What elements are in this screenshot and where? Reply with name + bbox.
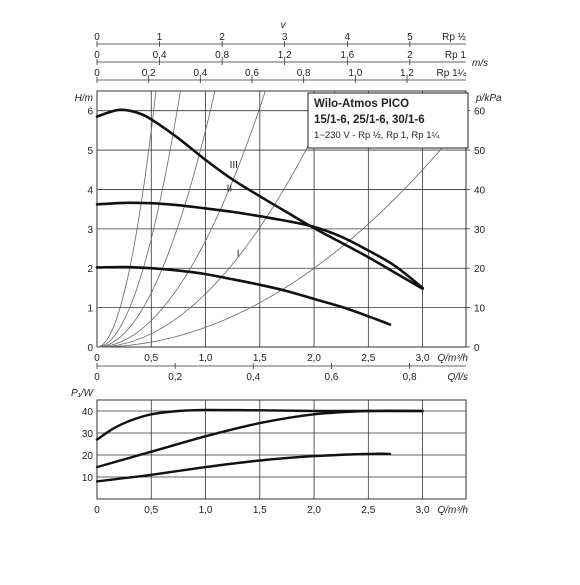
system-curve [97, 90, 266, 348]
upper-x-tick-label: 0,5 [144, 353, 158, 364]
pressure-tick-label: 50 [474, 146, 486, 157]
top-scale-tick-label: 0,6 [245, 68, 259, 79]
lower-x-tick-label: 1,5 [253, 505, 267, 516]
pump-curves [95, 108, 424, 483]
lower-y-tick-label: 40 [82, 407, 94, 418]
tick-labels: 0 1 2 3 4 5 Rp ½ v 0 0,4 0,8 1,2 1,6 2 Rp 1 m/s 0 0,2 0,4 0… [82, 20, 488, 516]
pressure-tick-label: 20 [474, 264, 486, 275]
top-scale-tick-label: 5 [407, 32, 413, 43]
pressure-axis-label: p/kPa [475, 93, 502, 104]
flow-ls-axis-label: Q/l/s [447, 372, 468, 383]
lower-x-tick-label: 2,5 [361, 505, 375, 516]
top-scale-tick-label: 1,2 [278, 50, 292, 61]
flow-axis-label-lower: Q/m³/h [437, 505, 468, 516]
top-scale-unit: Rp 1 [445, 50, 467, 61]
top-scale-tick-label: 1,2 [400, 68, 414, 79]
upper-y-tick-label: 3 [87, 225, 93, 236]
upper-y-tick-label: 6 [87, 107, 93, 118]
top-scale-unit: Rp ½ [442, 32, 467, 43]
head-axis-label: H/m [75, 93, 93, 104]
upper-x-tick-label: 3,0 [416, 353, 430, 364]
head-curve-label: III [230, 160, 238, 171]
top-scale-tick-label: 0,4 [193, 68, 207, 79]
upper-x-tick-label: 1,0 [199, 353, 213, 364]
upper-x-tick-label: 2,0 [307, 353, 321, 364]
lower-x-tick-label: 3,0 [416, 505, 430, 516]
top-scale-tick-label: 0,8 [297, 68, 311, 79]
system-curve [97, 90, 336, 348]
flow-ls-tick-label: 0,2 [168, 372, 182, 383]
pump-power-spec: 1~230 V - Rp ½, Rp 1, Rp 1¼ [314, 130, 440, 141]
head-curve-ii [95, 201, 424, 290]
system-curve [96, 90, 157, 348]
power-curve-i [95, 452, 392, 483]
top-scale-unit: Rp 1¼ [437, 67, 467, 79]
lower-y-tick-label: 30 [82, 429, 94, 440]
velocity-unit: m/s [472, 58, 488, 69]
pressure-tick-label: 60 [474, 107, 486, 118]
pressure-tick-label: 10 [474, 304, 486, 315]
top-scale-tick-label: 1 [157, 32, 163, 43]
upper-x-tick-label: 2,5 [361, 353, 375, 364]
top-scale-tick-label: 1,6 [340, 50, 354, 61]
pressure-tick-label: 30 [474, 225, 486, 236]
pump-model-variants: 15/1-6, 25/1-6, 30/1-6 [314, 114, 425, 126]
upper-y-tick-label: 4 [87, 185, 93, 196]
flow-ls-tick-label: 0 [94, 372, 100, 383]
top-scale-tick-label: 0 [94, 50, 100, 61]
flow-axis-label-upper: Q/m³/h [437, 353, 468, 364]
top-scale-tick-label: 0,2 [142, 68, 156, 79]
lower-x-tick-label: 1,0 [199, 505, 213, 516]
system-curve [96, 90, 216, 348]
top-scale-tick-label: 0,8 [215, 50, 229, 61]
head-curve-i [95, 265, 392, 326]
pressure-tick-label: 0 [474, 343, 480, 354]
legend-box [307, 92, 469, 149]
pressure-tick-label: 40 [474, 185, 486, 196]
upper-y-tick-label: 5 [87, 146, 93, 157]
power-axis-label: P₁/W [71, 388, 95, 399]
lower-x-tick-label: 2,0 [307, 505, 321, 516]
upper-y-tick-label: 0 [87, 343, 93, 354]
head-curve-label: I [237, 248, 240, 259]
velocity-symbol: v [281, 20, 287, 31]
head-curve-iii [95, 108, 424, 290]
top-scale-tick-label: 1,0 [348, 68, 362, 79]
top-scale-tick-label: 2 [407, 50, 413, 61]
head-curve-label: II [227, 183, 233, 194]
lower-x-tick-label: 0,5 [144, 505, 158, 516]
axis-labels: H/m p/kPa Q/m³/h Q/l/s P₁/W Q/m³/h [71, 93, 502, 516]
upper-y-tick-label: 2 [87, 264, 93, 275]
lower-x-tick-label: 0 [94, 505, 100, 516]
flow-ls-tick-label: 0,4 [246, 372, 260, 383]
top-scale-tick-label: 0 [94, 32, 100, 43]
top-scale-tick-label: 3 [282, 32, 288, 43]
top-scale-tick-label: 0,4 [153, 50, 167, 61]
lower-y-tick-label: 20 [82, 451, 94, 462]
lower-y-tick-label: 10 [82, 473, 94, 484]
top-scale-tick-label: 4 [344, 32, 350, 43]
power-curve-iii [95, 408, 424, 441]
upper-x-tick-label: 0 [94, 353, 100, 364]
pump-model-title: Wilo-Atmos PICO [314, 98, 409, 110]
flow-ls-tick-label: 0,8 [403, 372, 417, 383]
upper-x-tick-label: 1,5 [253, 353, 267, 364]
upper-y-tick-label: 1 [87, 304, 93, 315]
top-scale-tick-label: 2 [219, 32, 225, 43]
flow-ls-tick-label: 0,6 [324, 372, 338, 383]
system-curve [96, 90, 181, 348]
top-scale-tick-label: 0 [94, 68, 100, 79]
